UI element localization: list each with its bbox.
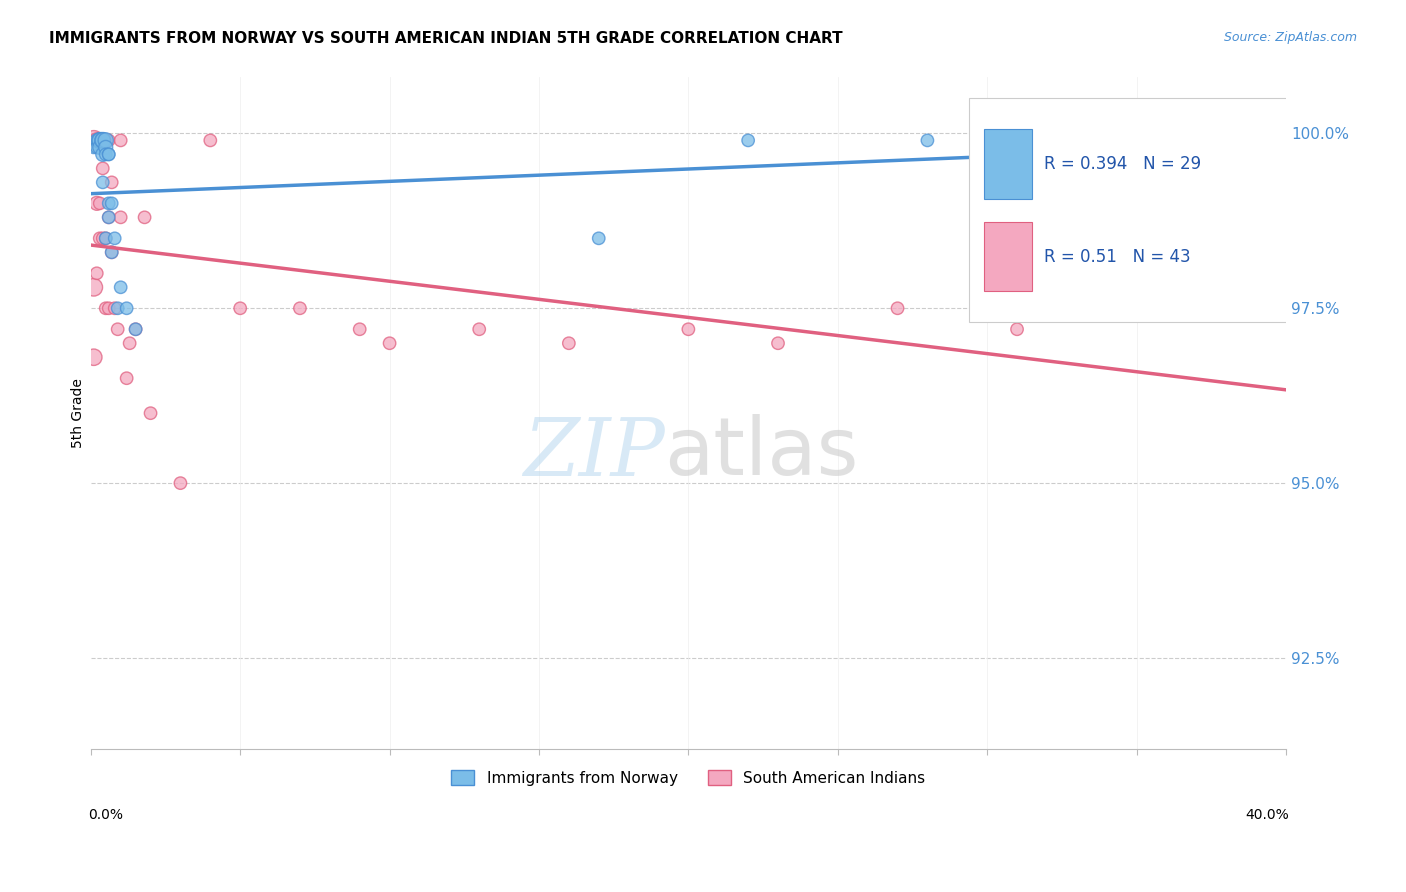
- Point: [110, 280, 132, 294]
- Point: [86, 140, 108, 154]
- Point: [89, 133, 111, 147]
- Point: [94, 231, 117, 245]
- Point: [917, 133, 939, 147]
- Point: [97, 147, 120, 161]
- Point: [104, 301, 127, 316]
- Point: [1095, 301, 1118, 316]
- Text: ZIP: ZIP: [523, 415, 665, 492]
- Point: [97, 133, 120, 147]
- Point: [104, 231, 127, 245]
- Legend: Immigrants from Norway, South American Indians: Immigrants from Norway, South American I…: [446, 764, 931, 792]
- Point: [91, 231, 114, 245]
- Point: [115, 301, 138, 316]
- Point: [89, 140, 111, 154]
- Y-axis label: 5th Grade: 5th Grade: [72, 378, 86, 448]
- Point: [89, 133, 111, 147]
- Point: [118, 336, 141, 351]
- Point: [94, 140, 117, 154]
- Text: R = 0.51   N = 43: R = 0.51 N = 43: [1043, 247, 1191, 266]
- Point: [229, 301, 252, 316]
- Point: [94, 147, 117, 161]
- Point: [86, 133, 108, 147]
- Point: [94, 301, 117, 316]
- Point: [97, 211, 120, 225]
- Point: [94, 133, 117, 147]
- Point: [89, 133, 111, 147]
- Point: [169, 476, 191, 491]
- Point: [107, 322, 129, 336]
- Point: [134, 211, 156, 225]
- Point: [737, 133, 759, 147]
- Point: [200, 133, 222, 147]
- Point: [83, 133, 105, 147]
- Point: [91, 175, 114, 189]
- Point: [100, 245, 122, 260]
- FancyBboxPatch shape: [969, 98, 1406, 322]
- Point: [110, 211, 132, 225]
- Point: [89, 231, 111, 245]
- Point: [91, 147, 114, 161]
- Text: atlas: atlas: [665, 415, 859, 492]
- Point: [886, 301, 908, 316]
- Point: [139, 406, 162, 420]
- Point: [766, 336, 789, 351]
- Point: [97, 196, 120, 211]
- Text: IMMIGRANTS FROM NORWAY VS SOUTH AMERICAN INDIAN 5TH GRADE CORRELATION CHART: IMMIGRANTS FROM NORWAY VS SOUTH AMERICAN…: [49, 31, 842, 46]
- Point: [110, 133, 132, 147]
- Point: [378, 336, 401, 351]
- Point: [1005, 322, 1028, 336]
- Point: [89, 133, 111, 147]
- Point: [91, 133, 114, 147]
- Text: Source: ZipAtlas.com: Source: ZipAtlas.com: [1223, 31, 1357, 45]
- Point: [107, 301, 129, 316]
- Point: [83, 350, 105, 364]
- Point: [83, 140, 105, 154]
- Point: [94, 133, 117, 147]
- Point: [1036, 133, 1059, 147]
- Point: [83, 280, 105, 294]
- Point: [86, 266, 108, 280]
- Text: R = 0.394   N = 29: R = 0.394 N = 29: [1043, 155, 1201, 173]
- Point: [91, 133, 114, 147]
- Point: [86, 196, 108, 211]
- Bar: [984, 221, 1032, 292]
- Text: 0.0%: 0.0%: [87, 808, 122, 822]
- Point: [97, 211, 120, 225]
- Point: [288, 301, 311, 316]
- Point: [86, 133, 108, 147]
- Point: [97, 301, 120, 316]
- Point: [97, 147, 120, 161]
- Point: [349, 322, 371, 336]
- Point: [468, 322, 491, 336]
- Point: [558, 336, 581, 351]
- Point: [94, 231, 117, 245]
- Point: [100, 175, 122, 189]
- Point: [124, 322, 146, 336]
- Point: [678, 322, 700, 336]
- Point: [124, 322, 146, 336]
- Text: 40.0%: 40.0%: [1246, 808, 1289, 822]
- Point: [91, 133, 114, 147]
- Point: [588, 231, 610, 245]
- Bar: [984, 129, 1032, 199]
- Point: [89, 196, 111, 211]
- Point: [91, 161, 114, 176]
- Point: [100, 196, 122, 211]
- Point: [100, 245, 122, 260]
- Point: [115, 371, 138, 385]
